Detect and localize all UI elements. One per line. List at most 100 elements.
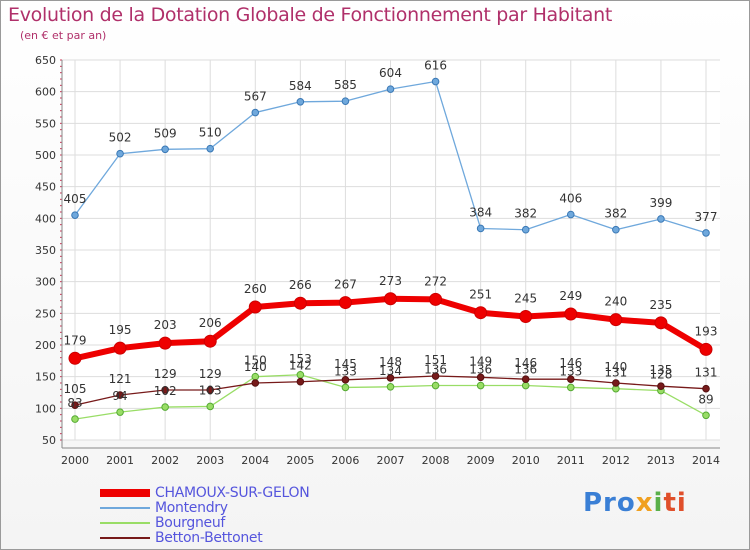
data-label: 399 — [649, 196, 672, 210]
data-label: 272 — [424, 274, 447, 288]
data-label: 133 — [334, 364, 357, 378]
y-tick-label: 150 — [35, 371, 56, 384]
data-point — [702, 384, 710, 393]
data-point — [476, 381, 485, 390]
y-tick-label: 650 — [35, 54, 56, 67]
legend-swatch — [100, 488, 150, 497]
data-label: 249 — [559, 289, 582, 303]
data-point — [341, 376, 350, 384]
data-point — [68, 351, 82, 365]
data-point — [161, 145, 169, 154]
x-tick-label: 2010 — [512, 454, 540, 467]
x-tick-label: 2011 — [557, 454, 585, 467]
data-point — [116, 408, 124, 416]
x-tick-label: 2007 — [377, 454, 405, 467]
data-label: 382 — [514, 207, 537, 221]
data-label: 153 — [289, 352, 312, 366]
data-label: 136 — [424, 363, 447, 377]
data-point — [161, 403, 169, 411]
data-label: 251 — [469, 288, 492, 302]
y-tick-label: 200 — [35, 339, 56, 352]
legend-swatch — [100, 506, 150, 509]
data-point — [566, 375, 575, 384]
data-label: 604 — [379, 66, 402, 80]
y-tick-label: 550 — [35, 117, 56, 130]
data-point — [702, 229, 710, 237]
data-label: 510 — [199, 126, 222, 140]
proxiti-logo: Proxiti — [583, 488, 687, 518]
logo-part: i — [653, 488, 664, 518]
y-tick-label: 500 — [35, 149, 56, 162]
data-point — [702, 411, 710, 420]
data-label: 145 — [334, 357, 357, 371]
data-point — [431, 372, 440, 380]
data-label: 179 — [64, 333, 87, 347]
legend-item: Montendry — [100, 499, 309, 516]
data-label: 567 — [244, 90, 267, 104]
data-point — [161, 386, 169, 394]
data-point — [386, 85, 395, 93]
y-tick-label: 450 — [35, 181, 56, 194]
data-point — [206, 144, 215, 153]
data-label: 131 — [695, 366, 718, 380]
x-tick-label: 2004 — [241, 454, 269, 467]
data-point — [341, 97, 350, 105]
legend-item: Bourgneuf — [100, 515, 309, 531]
y-tick-label: 100 — [35, 402, 56, 415]
data-point — [338, 296, 352, 310]
data-label: 377 — [695, 210, 718, 224]
data-point — [566, 383, 575, 392]
data-label: 240 — [604, 295, 627, 309]
data-label: 267 — [334, 278, 357, 292]
data-label: 140 — [244, 360, 267, 374]
data-point — [203, 334, 217, 348]
data-label: 384 — [469, 205, 492, 219]
x-tick-label: 2014 — [692, 454, 720, 467]
legend-item: CHAMOUX-SUR-GELON — [100, 484, 310, 501]
data-point — [566, 210, 575, 219]
data-point — [431, 381, 440, 390]
data-point — [71, 211, 79, 219]
chart-subtitle: (en € et par an) — [20, 29, 107, 42]
data-point — [251, 379, 260, 387]
data-point — [612, 225, 620, 234]
data-point — [251, 108, 260, 117]
data-label: 616 — [424, 59, 447, 73]
y-tick-label: 50 — [42, 434, 56, 447]
y-tick-label: 600 — [35, 86, 56, 99]
logo-part: x — [635, 488, 654, 518]
data-point — [476, 224, 485, 233]
chart-title: Evolution de la Dotation Globale de Fonc… — [8, 4, 613, 26]
data-label: 105 — [64, 382, 87, 396]
data-label: 193 — [695, 324, 718, 338]
y-tick-label: 300 — [35, 276, 56, 289]
data-point — [293, 296, 307, 310]
data-label: 149 — [469, 354, 492, 368]
data-point — [206, 402, 215, 411]
data-point — [113, 341, 127, 355]
data-point — [251, 372, 260, 381]
data-point — [296, 98, 305, 106]
data-label: 195 — [109, 323, 132, 337]
x-tick-label: 2001 — [106, 454, 134, 467]
x-tick-label: 2005 — [286, 454, 314, 467]
data-label: 584 — [289, 79, 312, 93]
data-label: 103 — [199, 383, 222, 397]
data-label: 136 — [514, 363, 537, 377]
data-label: 146 — [514, 356, 537, 370]
data-label: 245 — [514, 292, 537, 306]
data-label: 128 — [649, 368, 672, 382]
data-label: 89 — [698, 392, 713, 406]
data-label: 135 — [649, 363, 672, 377]
data-label: 406 — [559, 192, 582, 206]
data-point — [474, 306, 488, 320]
data-point — [564, 307, 578, 321]
legend-label: CHAMOUX-SUR-GELON — [155, 484, 310, 501]
data-point — [71, 415, 79, 423]
data-point — [248, 300, 262, 314]
x-tick-label: 2008 — [422, 454, 450, 467]
legend-label: Montendry — [155, 499, 228, 516]
data-label: 102 — [154, 384, 177, 398]
data-point — [612, 379, 620, 387]
data-label: 121 — [109, 372, 132, 386]
